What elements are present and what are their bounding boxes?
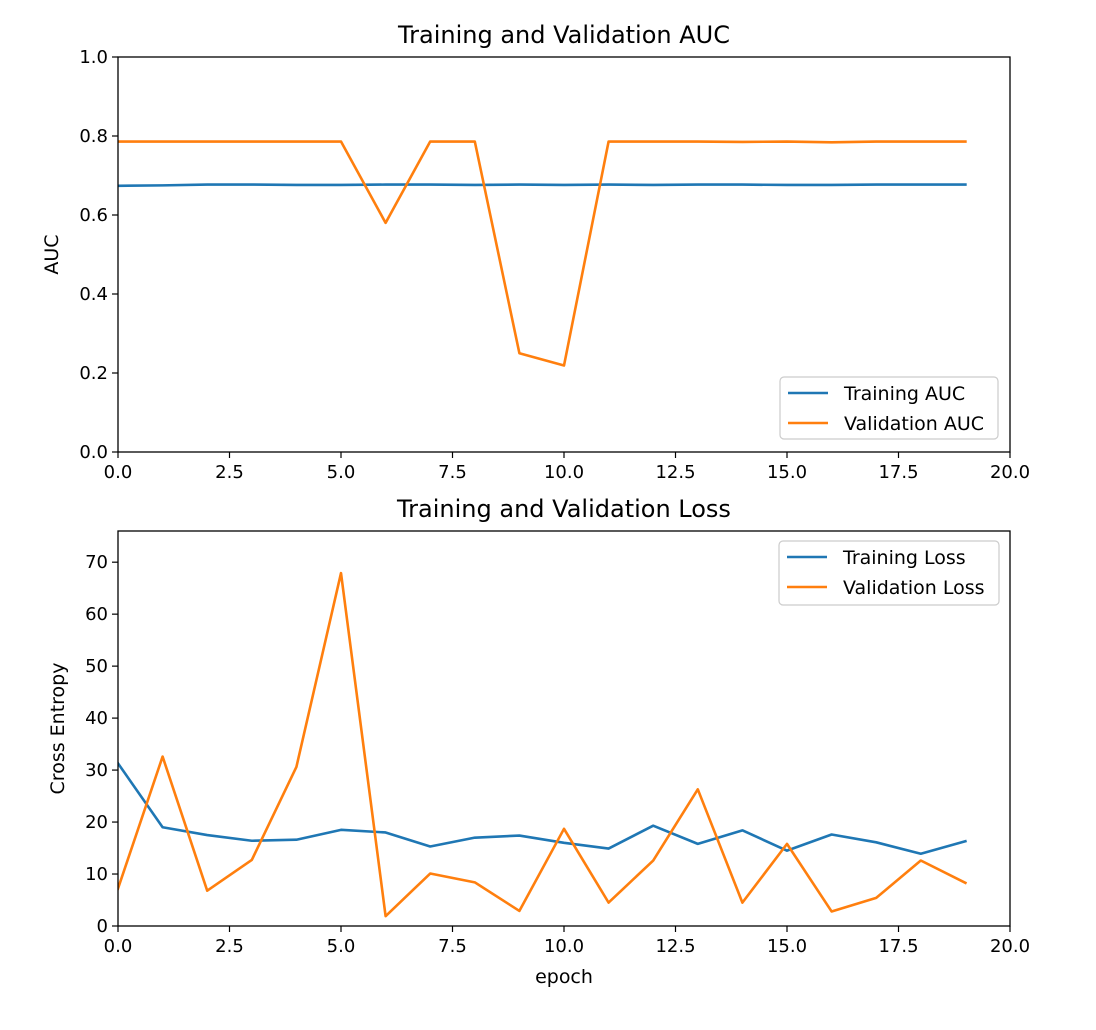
y-tick-label: 40	[85, 708, 108, 729]
y-axis-label: Cross Entropy	[47, 663, 69, 795]
series-line-validation-loss	[118, 571, 968, 918]
y-axis-label: AUC	[41, 234, 63, 274]
y-tick-label: 10	[85, 864, 108, 885]
x-axis-label: epoch	[535, 966, 593, 988]
y-tick-label: 20	[85, 812, 108, 833]
y-tick-label: 60	[85, 604, 108, 625]
x-tick-label: 20.0	[990, 936, 1030, 957]
legend-box	[779, 376, 999, 440]
y-tick-label: 30	[85, 760, 108, 781]
x-tick-label: 10.0	[544, 936, 584, 957]
x-tick-label: 17.5	[878, 936, 918, 957]
y-tick-label: 50	[85, 656, 108, 677]
x-tick-label: 7.5	[438, 936, 467, 957]
x-tick-label: 15.0	[767, 462, 807, 483]
chart-loss: Training and Validation Loss 0.0 2.5 5.0 7.5…	[47, 495, 1030, 988]
x-tick-label: 20.0	[990, 462, 1030, 483]
y-tick-label: 0.0	[79, 442, 108, 463]
legend-box	[778, 540, 1000, 606]
x-tick-label: 15.0	[767, 936, 807, 957]
legend-label: Validation AUC	[844, 413, 984, 435]
x-tick-label: 5.0	[327, 936, 356, 957]
series-line-training-auc	[118, 183, 967, 188]
legend-label: Training AUC	[843, 383, 965, 405]
legend-label: Training Loss	[842, 547, 966, 569]
x-tick-label: 7.5	[438, 462, 467, 483]
x-tick-label: 2.5	[215, 462, 244, 483]
x-tick-label: 17.5	[878, 462, 918, 483]
y-tick-label: 0.8	[79, 126, 108, 147]
y-tick-label: 70	[85, 552, 108, 573]
series-line-training-loss	[118, 761, 968, 856]
chart-title: Training and Validation Loss	[396, 495, 731, 523]
legend-label: Validation Loss	[843, 577, 985, 599]
y-tick-label: 0.2	[79, 363, 108, 384]
y-tick-label: 1.0	[79, 47, 108, 68]
y-tick-label: 0	[97, 916, 108, 937]
x-tick-label: 12.5	[655, 936, 695, 957]
x-tick-label: 2.5	[215, 936, 244, 957]
legend: Training AUC Validation AUC	[779, 376, 999, 440]
x-tick-label: 10.0	[544, 462, 584, 483]
chart-title: Training and Validation AUC	[397, 21, 730, 49]
chart-auc: Training and Validation AUC 0.0 2.5 5.0 7.5 1…	[41, 21, 1030, 483]
y-tick-label: 0.6	[79, 205, 108, 226]
x-tick-label: 0.0	[104, 936, 133, 957]
y-tick-label: 0.4	[79, 284, 108, 305]
series-line-validation-auc	[118, 140, 967, 367]
x-tick-label: 12.5	[655, 462, 695, 483]
x-tick-label: 0.0	[104, 462, 133, 483]
series-group	[118, 140, 967, 367]
series-group	[118, 571, 968, 918]
x-tick-label: 5.0	[327, 462, 356, 483]
legend: Training Loss Validation Loss	[778, 540, 1000, 606]
